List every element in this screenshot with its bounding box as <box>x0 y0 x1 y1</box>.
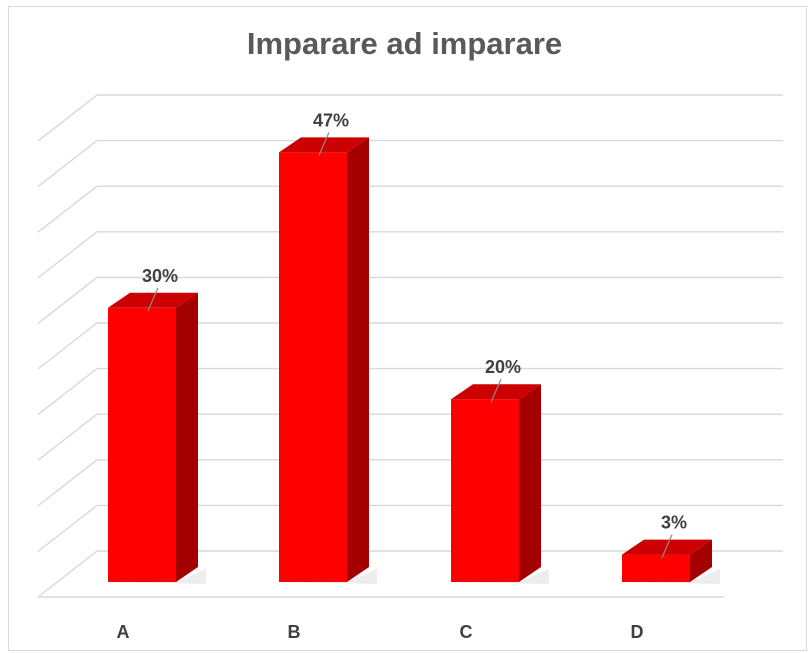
bar-A <box>108 292 206 584</box>
data-label-D: 3% <box>661 513 687 533</box>
data-label-C: 20% <box>485 357 521 377</box>
x-tick-label-B: B <box>288 622 301 642</box>
chart-title: Imparare ad imparare <box>246 26 563 61</box>
leader-line <box>147 287 159 312</box>
bars <box>108 137 720 584</box>
gridline <box>37 550 783 598</box>
x-tick-label-D: D <box>631 622 644 642</box>
gridline <box>37 94 783 142</box>
gridline <box>37 139 783 188</box>
gridline <box>37 459 783 507</box>
data-label-B: 47% <box>313 110 349 130</box>
gridline <box>37 504 783 552</box>
gridline <box>37 231 783 279</box>
x-axis-labels: A B C D <box>117 622 644 642</box>
data-label-A: 30% <box>142 266 178 286</box>
gridline <box>37 413 783 461</box>
bar-D <box>622 539 720 584</box>
bar-C <box>451 384 549 584</box>
bar-B <box>279 137 377 584</box>
leader-line <box>318 132 330 156</box>
gridline <box>37 367 783 416</box>
gridline <box>37 185 783 233</box>
gridline <box>37 322 783 370</box>
leader-line <box>661 534 673 558</box>
data-labels: 30% 47% 20% 3% <box>142 110 687 558</box>
x-tick-label-A: A <box>117 622 130 642</box>
gridlines <box>37 94 783 598</box>
gridline <box>37 276 783 324</box>
leader-line <box>490 378 502 403</box>
x-tick-label-C: C <box>460 622 473 642</box>
